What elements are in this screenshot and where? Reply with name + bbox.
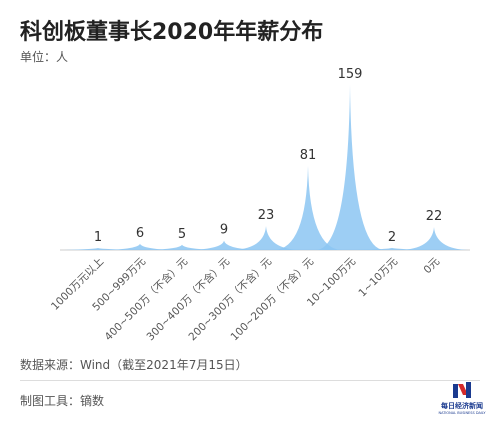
- spike-mark: [232, 226, 300, 250]
- source-label: 数据来源：Wind（截至2021年7月15日）: [20, 358, 248, 372]
- spike-mark: [274, 165, 342, 250]
- category-label: 300~400万（不含）元: [144, 255, 233, 344]
- data-label: 23: [258, 208, 275, 223]
- spike-mark: [400, 227, 468, 250]
- chart-area: 11000万元以上6500~999万元5400~500万（不含）元9300~40…: [49, 67, 470, 344]
- spike-mark: [190, 240, 258, 250]
- category-label: 200~300万（不含）元: [186, 255, 275, 344]
- data-label: 159: [338, 67, 363, 82]
- tool-label: 制图工具：镝数: [20, 394, 105, 408]
- data-label: 22: [426, 209, 443, 224]
- data-label: 81: [300, 148, 317, 163]
- data-label: 9: [220, 223, 228, 238]
- chart-title: 科创板董事长2020年年薪分布: [20, 20, 324, 45]
- logo-name: 每日经济新闻: [441, 402, 483, 410]
- category-label: 100~200万（不含）元: [228, 255, 317, 344]
- category-label: 0元: [421, 255, 442, 276]
- spike-mark: [106, 243, 174, 250]
- data-label: 2: [388, 230, 396, 245]
- spike-mark: [148, 244, 216, 250]
- spike-mark: [316, 85, 384, 250]
- data-label: 6: [136, 226, 144, 241]
- unit-label: 单位：人: [20, 50, 69, 64]
- category-label: 1~10万元: [356, 255, 400, 299]
- logo-subtitle: NATIONAL BUSINESS DAILY: [438, 411, 486, 415]
- spike-mark: [64, 248, 132, 250]
- publisher-logo: 每日经济新闻 NATIONAL BUSINESS DAILY: [438, 381, 486, 421]
- logo-mark-icon: [453, 382, 471, 398]
- divider: [20, 380, 480, 381]
- data-label: 5: [178, 227, 186, 242]
- category-label: 400~500万（不含）元: [102, 255, 191, 344]
- data-label: 1: [94, 230, 102, 245]
